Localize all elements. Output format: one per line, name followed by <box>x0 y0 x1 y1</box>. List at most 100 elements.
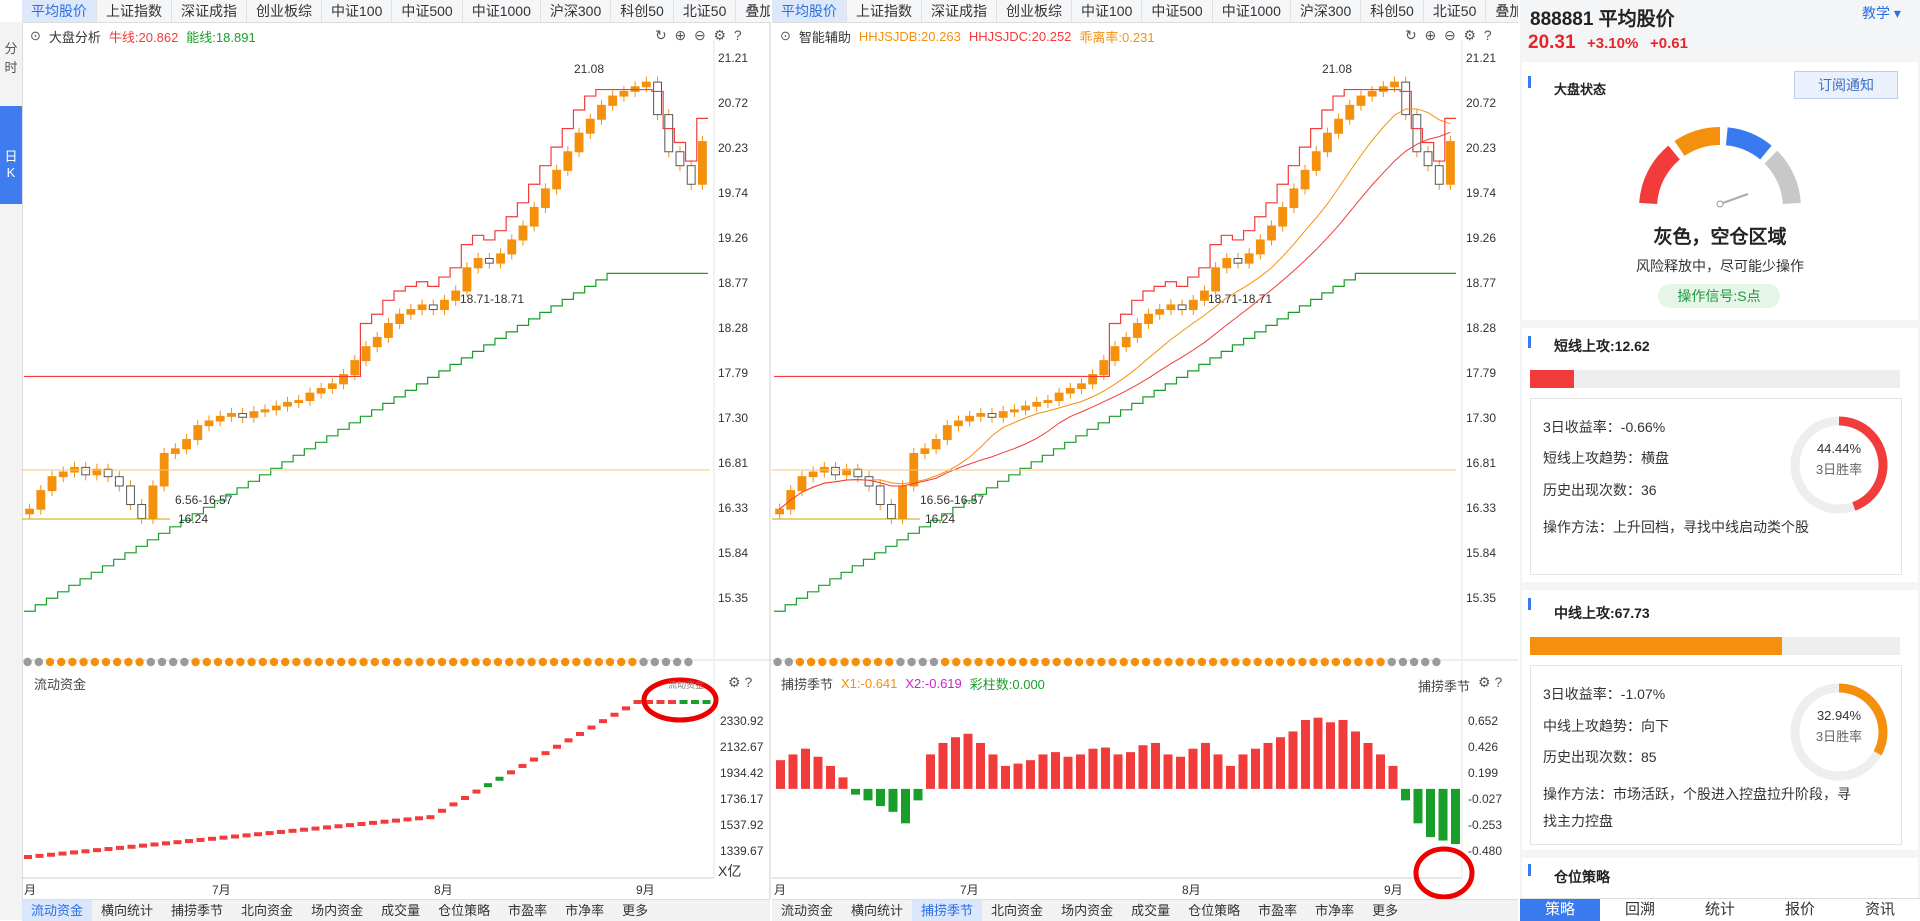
indicator-tab-left-6[interactable]: 仓位策略 <box>438 903 491 918</box>
sub1-bar <box>679 700 688 704</box>
period-fen[interactable]: 分 <box>4 41 18 56</box>
zoom-out-icon[interactable]: ⊖ <box>694 27 706 43</box>
indicator-tab-mid-1[interactable]: 横向统计 <box>851 903 904 918</box>
help-icon[interactable]: ? <box>1483 27 1492 43</box>
index-tab-mid-5[interactable]: 中证500 <box>1142 0 1213 22</box>
indicator-tab-left-2[interactable]: 捕捞季节 <box>171 903 224 918</box>
chart2-candle <box>1233 258 1243 264</box>
index-tab-mid-1[interactable]: 上证指数 <box>847 0 922 22</box>
footer-tab-1[interactable]: 回溯 <box>1624 901 1655 918</box>
period-daily-k[interactable]: 日 K <box>0 106 22 204</box>
index-tab-mid-6[interactable]: 中证1000 <box>1213 0 1291 22</box>
index-tab-mid-9[interactable]: 北证50 <box>1424 0 1487 22</box>
indicator-tab-mid-0[interactable]: 流动资金 <box>781 903 834 918</box>
index-tab-left-10[interactable]: 叠加 <box>736 0 770 22</box>
gear-icon[interactable]: ⚙ <box>728 674 741 690</box>
indicator-tab-mid-4[interactable]: 场内资金 <box>1061 903 1114 918</box>
subscribe-button[interactable]: 订阅通知 <box>1794 71 1898 99</box>
refresh-icon[interactable]: ↻ <box>655 27 667 43</box>
chart1-name[interactable]: 大盘分析 <box>48 29 101 45</box>
index-tab-left-2[interactable]: 深证成指 <box>172 0 247 22</box>
indicator-tab-left-4[interactable]: 场内资金 <box>311 903 364 918</box>
chart1-candle <box>597 104 606 120</box>
teach-link[interactable]: 教学 ▾ <box>1862 5 1901 21</box>
period-shi[interactable]: 时 <box>4 60 18 75</box>
gear-icon[interactable]: ⚙ <box>713 27 727 43</box>
indicator-tab-mid-2[interactable]: 捕捞季节 <box>912 900 983 921</box>
zoom-in-icon[interactable]: ⊕ <box>1424 27 1437 43</box>
chart1-signal-dot <box>381 657 391 667</box>
index-tab-left-6[interactable]: 中证1000 <box>463 0 541 22</box>
chart1-dropdown-icon[interactable]: ⊙ <box>30 28 41 43</box>
sub2-histogram-bar <box>1426 788 1435 838</box>
price-tick-left-9: 16.81 <box>718 456 749 470</box>
index-tab-mid-10[interactable]: 叠加 <box>1486 0 1518 22</box>
chart2-candle <box>1401 81 1411 116</box>
sub2-histogram-bar <box>1313 717 1323 789</box>
indicator-tab-left-9[interactable]: 更多 <box>622 903 649 918</box>
index-tab-mid-7[interactable]: 沪深300 <box>1291 0 1362 22</box>
footer-tab-0[interactable]: 策略 <box>1520 899 1600 921</box>
short-return: 3日收益率：-0.66% <box>1543 419 1666 435</box>
gear-icon[interactable]: ⚙ <box>1478 674 1491 690</box>
index-tab-mid-4[interactable]: 中证100 <box>1072 0 1143 22</box>
indicator-tab-mid-6[interactable]: 仓位策略 <box>1188 903 1241 918</box>
chart1-signal-dot <box>258 657 267 667</box>
indicator-tab-left-3[interactable]: 北向资金 <box>241 903 294 918</box>
chart2-signal-dot <box>784 657 793 667</box>
footer-tab-2[interactable]: 统计 <box>1704 901 1735 918</box>
indicator-tab-mid-8[interactable]: 市净率 <box>1315 903 1355 918</box>
index-tab-mid-2[interactable]: 深证成指 <box>922 0 997 22</box>
price-tick-mid-0: 21.21 <box>1466 51 1497 65</box>
chart2-signal-dot <box>940 657 950 667</box>
chart1-signal-dot <box>628 657 637 667</box>
sub1-bar <box>150 842 159 847</box>
indicator-tab-left-1[interactable]: 横向统计 <box>101 903 154 918</box>
help-icon[interactable]: ? <box>733 27 742 43</box>
zoom-out-icon[interactable]: ⊖ <box>1444 27 1456 43</box>
index-tab-left-9[interactable]: 北证50 <box>674 0 737 22</box>
index-tab-mid-8[interactable]: 科创50 <box>1361 0 1424 22</box>
help-icon[interactable]: ? <box>744 674 753 690</box>
sub2-histogram-bar <box>776 760 785 789</box>
index-tab-left-1[interactable]: 上证指数 <box>97 0 172 22</box>
sub1-name[interactable]: 流动资金 <box>34 676 87 692</box>
index-tab-left-7[interactable]: 沪深300 <box>541 0 612 22</box>
sub1-bar <box>426 815 435 820</box>
chart1-signal-dot <box>426 657 435 667</box>
footer-tab-3[interactable]: 报价 <box>1784 901 1815 918</box>
chart2-dropdown-icon[interactable]: ⊙ <box>780 28 791 43</box>
sub2-name[interactable]: 捕捞季节 <box>781 676 834 692</box>
indicator-tab-mid-7[interactable]: 市盈率 <box>1258 903 1298 918</box>
index-tab-left-4[interactable]: 中证100 <box>322 0 393 22</box>
indicator-tab-left-7[interactable]: 市盈率 <box>508 903 548 918</box>
refresh-icon[interactable]: ↻ <box>1405 27 1417 43</box>
sub1-bar <box>564 738 573 743</box>
index-tab-left-8[interactable]: 科创50 <box>611 0 674 22</box>
indicator-tab-mid-9[interactable]: 更多 <box>1372 903 1399 918</box>
index-tab-left-5[interactable]: 中证500 <box>392 0 463 22</box>
index-tab-left-0[interactable]: 平均股价 <box>22 0 97 22</box>
help-icon[interactable]: ? <box>1494 674 1503 690</box>
footer-tab-4[interactable]: 资讯 <box>1864 901 1895 918</box>
sub1-bar <box>47 852 55 857</box>
indicator-tab-mid-3[interactable]: 北向资金 <box>991 903 1044 918</box>
indicator-tab-left-0[interactable]: 流动资金 <box>22 900 93 921</box>
indicator-tab-left-5[interactable]: 成交量 <box>381 903 421 918</box>
section-marker <box>1528 76 1531 88</box>
chart1-candle <box>697 141 707 185</box>
chart2-candle <box>1356 95 1366 106</box>
sub1-bar <box>518 763 527 768</box>
chart2-name[interactable]: 智能辅助 <box>798 29 851 45</box>
chart1-signal-dot <box>314 657 323 667</box>
index-tab-left-3[interactable]: 创业板综 <box>247 0 322 22</box>
indicator-tab-mid-5[interactable]: 成交量 <box>1131 903 1171 918</box>
chart1-signal-dot <box>202 657 211 667</box>
gear-icon[interactable]: ⚙ <box>1463 27 1477 43</box>
chart2-signal-dot <box>907 657 916 667</box>
zoom-in-icon[interactable]: ⊕ <box>674 27 687 43</box>
indicator-tab-left-8[interactable]: 市净率 <box>565 903 605 918</box>
chart2-signal-dot <box>1264 657 1274 667</box>
index-tab-mid-3[interactable]: 创业板综 <box>997 0 1072 22</box>
index-tab-mid-0[interactable]: 平均股价 <box>772 0 847 22</box>
